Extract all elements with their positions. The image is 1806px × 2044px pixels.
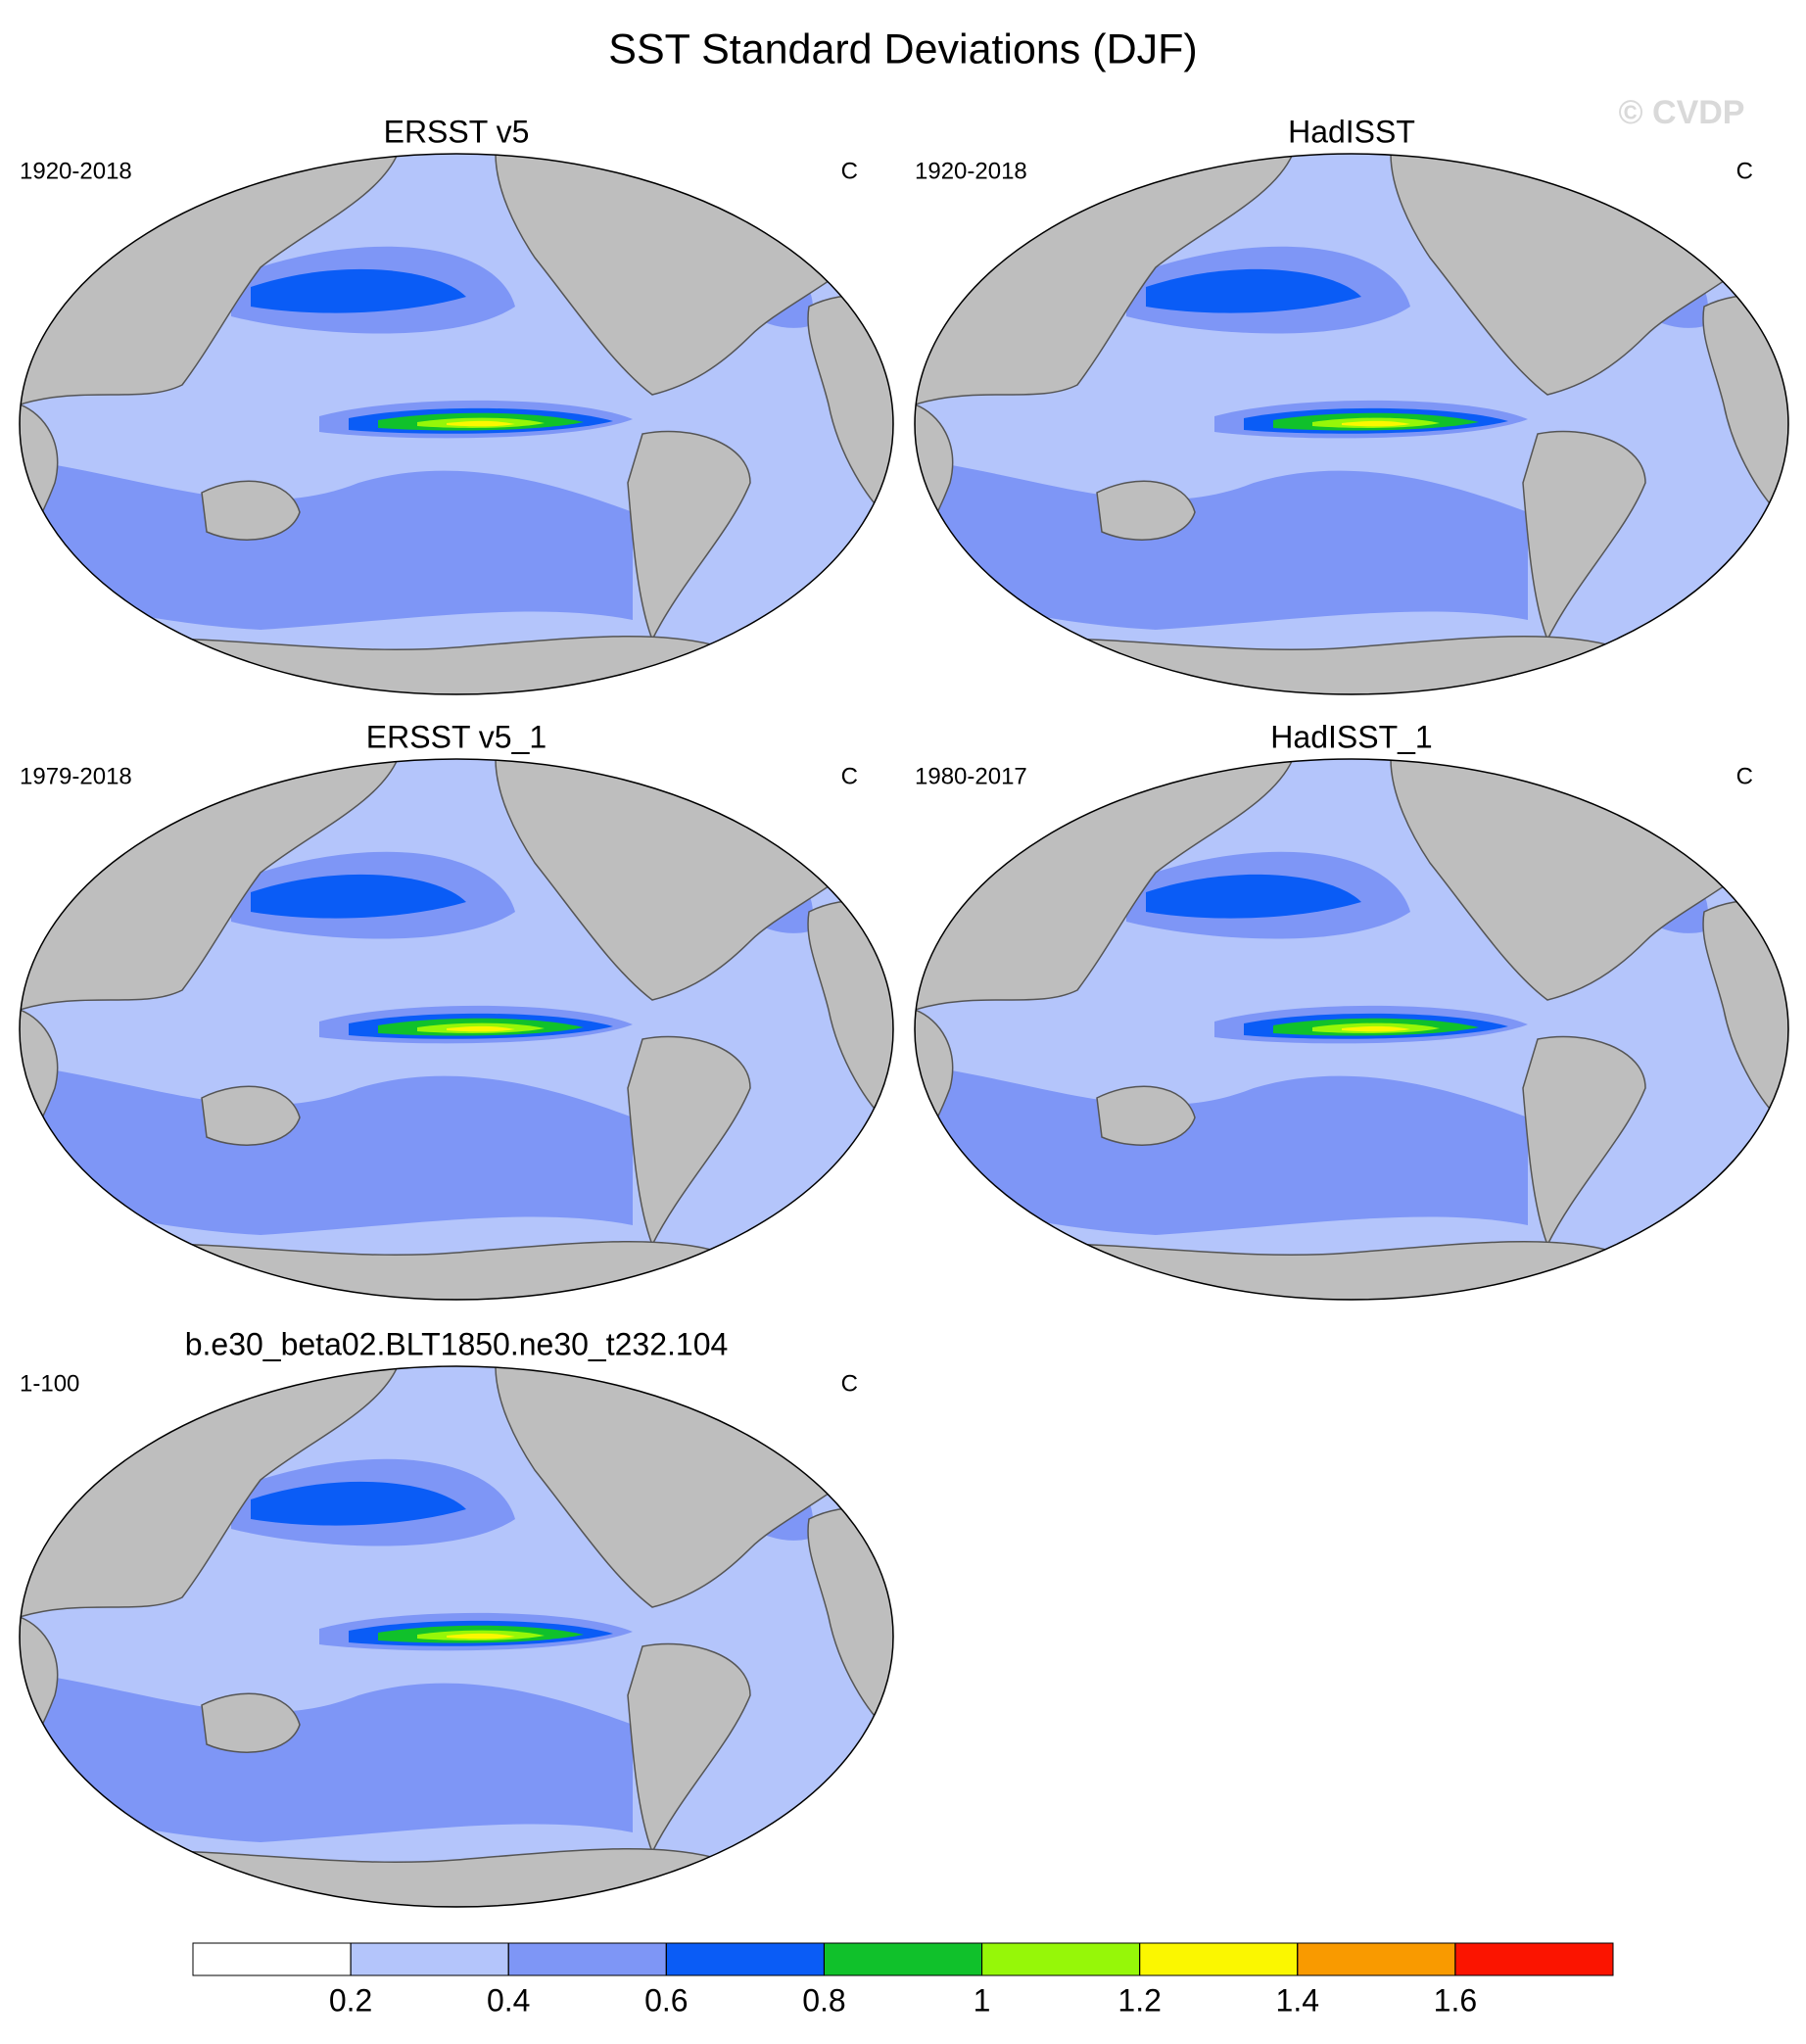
units-label: C bbox=[1736, 763, 1753, 789]
colorbar-tick-label: 0.6 bbox=[644, 1982, 688, 2018]
map bbox=[915, 759, 1788, 1300]
figure-title: SST Standard Deviations (DJF) bbox=[608, 25, 1197, 72]
colorbar-tick-label: 0.8 bbox=[802, 1982, 845, 2018]
map bbox=[20, 154, 893, 694]
panel-title: b.e30_beta02.BLT1850.ne30_t232.104 bbox=[185, 1326, 729, 1361]
units-label: C bbox=[841, 1370, 858, 1397]
units-label: C bbox=[1736, 158, 1753, 184]
panel-title: ERSST v5 bbox=[384, 114, 530, 149]
panel-title: HadISST bbox=[1288, 114, 1415, 149]
panel-title: ERSST v5_1 bbox=[366, 719, 547, 754]
panel-title: HadISST_1 bbox=[1270, 719, 1432, 754]
colorbar-box bbox=[665, 1942, 825, 1976]
colorbar-tick-label: 0.2 bbox=[329, 1982, 372, 2018]
map-panel: ERSST v5 1920-2018 C bbox=[20, 114, 893, 694]
map bbox=[915, 154, 1788, 694]
period-label: 1920-2018 bbox=[915, 158, 1027, 184]
colorbar-box bbox=[1139, 1942, 1299, 1976]
map-panel: b.e30_beta02.BLT1850.ne30_t232.104 1-100 C bbox=[20, 1326, 893, 1907]
units-label: C bbox=[841, 158, 858, 184]
watermark: © CVDP bbox=[1619, 94, 1745, 131]
period-label: 1920-2018 bbox=[20, 158, 132, 184]
colorbar-tick-label: 1 bbox=[974, 1982, 991, 2018]
map bbox=[20, 759, 893, 1300]
colorbar-box bbox=[981, 1942, 1141, 1976]
colorbar-tick-label: 0.4 bbox=[487, 1982, 530, 2018]
units-label: C bbox=[841, 763, 858, 789]
map-panel: ERSST v5_1 1979-2018 C bbox=[20, 719, 893, 1300]
period-label: 1-100 bbox=[20, 1370, 79, 1397]
colorbar-tick-label: 1.2 bbox=[1117, 1982, 1161, 2018]
colorbar-box bbox=[192, 1942, 352, 1976]
colorbar-box bbox=[823, 1942, 983, 1976]
map-panel: HadISST 1920-2018 C bbox=[915, 114, 1788, 694]
colorbar-tick-label: 1.6 bbox=[1434, 1982, 1477, 2018]
map bbox=[20, 1366, 893, 1907]
period-label: 1979-2018 bbox=[20, 763, 132, 789]
colorbar-box bbox=[507, 1942, 667, 1976]
colorbar-box bbox=[1297, 1942, 1456, 1976]
map-panel: HadISST_1 1980-2017 C bbox=[915, 719, 1788, 1300]
colorbar-tick-label: 1.4 bbox=[1276, 1982, 1319, 2018]
period-label: 1980-2017 bbox=[915, 763, 1027, 789]
colorbar-box bbox=[350, 1942, 509, 1976]
colorbar-box bbox=[1454, 1942, 1614, 1976]
colorbar: 0.2 0.4 0.6 0.8 1 1.2 1.4 1.6 bbox=[192, 1942, 1614, 2018]
